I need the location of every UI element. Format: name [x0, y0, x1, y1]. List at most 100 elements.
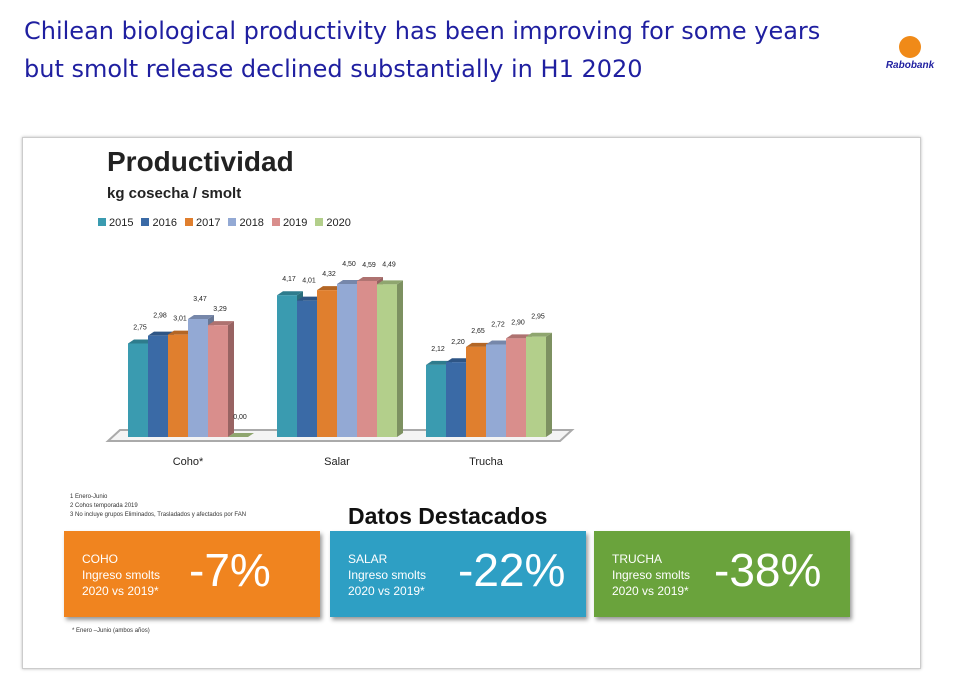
data-label: 2,98: [153, 313, 167, 320]
page-title: Chilean biological productivity has been…: [24, 17, 821, 83]
trucha-highlight: TRUCHA Ingreso smolts 2020 vs 2019* -38%: [594, 531, 850, 617]
percent-value: -7%: [189, 544, 271, 596]
percent-value: -38%: [714, 544, 822, 596]
bar-top: [357, 276, 383, 281]
category-label: Trucha: [469, 456, 504, 468]
bar-top: [168, 330, 194, 335]
bar: [377, 284, 397, 437]
bar: [506, 338, 526, 437]
data-label: 2,72: [491, 322, 505, 329]
bar-top: [337, 280, 363, 284]
label: Ingreso smolts: [348, 568, 427, 582]
data-label: 2,95: [531, 314, 545, 321]
bar: [297, 300, 317, 437]
data-label: 4,17: [282, 276, 296, 283]
bar-side: [546, 332, 552, 437]
category-label: Coho*: [173, 456, 204, 468]
bar-top: [188, 315, 214, 320]
bar: [317, 290, 337, 437]
bar-top: [277, 291, 303, 296]
percent-value: -22%: [458, 544, 566, 596]
category-label: Salar: [324, 456, 350, 468]
label: 2020 vs 2019*: [348, 584, 425, 598]
data-label: 2,20: [451, 339, 465, 346]
data-label: 4,32: [322, 271, 336, 278]
data-label: 4,50: [342, 261, 356, 268]
bar-top: [128, 339, 154, 344]
data-label: 2,90: [511, 319, 525, 326]
legend-item: 2018: [228, 217, 264, 229]
data-label: 4,01: [302, 278, 316, 285]
highlights-title: Datos Destacados: [348, 503, 548, 529]
legend-swatch: [141, 218, 150, 226]
label: 2020 vs 2019*: [82, 584, 159, 598]
legend-swatch: [98, 218, 106, 226]
bar-top: [208, 321, 234, 326]
logo-icon: [899, 36, 921, 58]
bar: [486, 344, 506, 437]
data-label: 0,00: [233, 414, 247, 421]
legend-label: 2019: [282, 217, 308, 229]
label: 2020 vs 2019*: [612, 584, 689, 598]
bar: [208, 325, 228, 437]
chart-subtitle: kg cosecha / smolt: [107, 185, 242, 202]
bar-top: [148, 331, 174, 336]
label: Ingreso smolts: [612, 568, 691, 582]
legend-label: 2018: [239, 217, 264, 229]
chart-legend: 2015 2016 2017 2018 2019 2020: [98, 217, 351, 229]
legend-item: 2019: [271, 217, 308, 229]
bar-side: [397, 280, 403, 437]
bar: [426, 364, 446, 437]
legend-label: 2015: [109, 217, 134, 229]
data-label: 2,12: [431, 346, 445, 353]
note: 3 No incluye grupos Eliminados, Traslada…: [70, 512, 247, 518]
legend-item: 2020: [315, 217, 351, 229]
bar-top: [426, 360, 452, 365]
bar-top: [317, 286, 343, 291]
data-label: 3,01: [173, 316, 187, 323]
bar: [526, 336, 546, 437]
bar: [277, 295, 297, 437]
bar-top: [446, 358, 472, 363]
legend-swatch: [271, 218, 280, 226]
coho-highlight: COHO Ingreso smolts 2020 vs 2019* -7%: [64, 531, 320, 617]
legend-label: 2016: [152, 217, 177, 229]
chart-notes: 1 Enero-Junio 2 Cohos temporada 2019 3 N…: [70, 493, 246, 520]
bar-top: [297, 296, 323, 301]
species: COHO: [82, 552, 118, 566]
chart-title: Productividad: [107, 146, 294, 177]
legend-label: 2017: [195, 217, 221, 229]
species: TRUCHA: [612, 552, 662, 566]
data-label: 3,29: [213, 306, 227, 313]
salar-highlight: SALAR Ingreso smolts 2020 vs 2019* -22%: [330, 531, 586, 617]
bar: [148, 335, 168, 437]
label: Ingreso smolts: [82, 568, 161, 582]
note: 2 Cohos temporada 2019: [70, 503, 138, 509]
bar: [168, 334, 188, 437]
bar-side: [228, 321, 234, 437]
bar-top: [466, 342, 492, 347]
bar: [357, 280, 377, 437]
footnote: * Enero –Junio (ambos años): [72, 628, 150, 634]
bar: [466, 346, 486, 437]
bar: [188, 319, 208, 437]
legend-swatch: [184, 218, 193, 226]
logo-text: Rabobank: [885, 60, 935, 71]
legend-swatch: [228, 218, 237, 226]
bar-top: [506, 334, 532, 339]
legend-item: 2017: [184, 217, 221, 229]
legend-item: 2016: [141, 217, 177, 229]
note: 1 Enero-Junio: [70, 494, 108, 500]
bar: [337, 284, 357, 437]
data-label: 3,47: [193, 296, 207, 303]
legend-label: 2020: [326, 217, 351, 229]
bar: [446, 362, 466, 437]
rabobank-logo: Rabobank: [880, 18, 940, 71]
data-label: 4,59: [362, 262, 376, 269]
data-label: 4,49: [382, 261, 396, 268]
species: SALAR: [348, 552, 388, 566]
legend-item: 2015: [98, 217, 133, 229]
data-label: 2,65: [471, 328, 485, 335]
bar-top: [486, 340, 512, 345]
